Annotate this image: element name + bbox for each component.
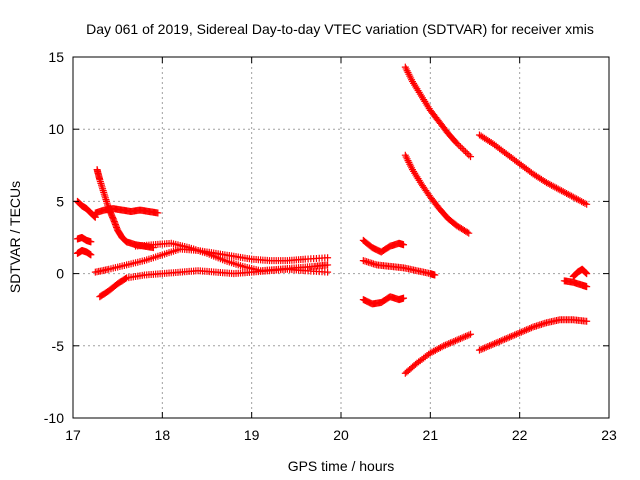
data-point-dense: [451, 337, 459, 345]
data-point-dense: [121, 275, 129, 283]
data-point-dense: [446, 339, 454, 347]
x-tick-label: 17: [65, 427, 81, 443]
data-point-dense: [479, 345, 487, 353]
data-point-dense: [463, 332, 471, 340]
data-point: [87, 238, 95, 246]
y-tick-label: -10: [44, 410, 64, 426]
data-point: [453, 140, 461, 148]
data-point-dense: [460, 333, 468, 341]
data-point: [583, 283, 591, 291]
y-tick-label: 15: [48, 49, 64, 65]
data-point-dense: [463, 228, 471, 236]
data-point-dense: [455, 335, 463, 343]
x-tick-label: 23: [601, 427, 617, 443]
data-point: [400, 294, 408, 302]
y-tick-label: 5: [56, 193, 64, 209]
data-point: [453, 336, 461, 344]
data-point: [431, 271, 439, 279]
data-point: [400, 241, 408, 249]
data-point-dense: [496, 337, 504, 345]
data-point: [324, 268, 332, 276]
data-point-dense: [501, 335, 509, 343]
data-point-dense: [448, 338, 456, 346]
axis-ticks: 17 18 19 20 21 22 23 -10 -5 0 5 10 15: [44, 49, 617, 443]
data-point-dense: [512, 330, 520, 338]
data-point-dense: [456, 143, 464, 151]
data-point-dense: [497, 337, 505, 345]
data-point-dense: [456, 335, 464, 343]
data-point-dense: [484, 343, 492, 351]
data-point-dense: [514, 330, 522, 338]
data-point-dense: [438, 343, 446, 351]
y-tick-label: 10: [48, 121, 64, 137]
data-point-dense: [507, 332, 515, 340]
data-point: [583, 200, 591, 208]
y-axis-label: SDTVAR / TECUs: [7, 181, 23, 293]
data-point-dense: [494, 338, 502, 346]
data-point-dense: [487, 341, 495, 349]
data-point-dense: [581, 199, 589, 207]
data-point-dense: [462, 148, 470, 156]
data-point-dense: [499, 336, 507, 344]
x-tick-label: 18: [155, 427, 171, 443]
data-point-dense: [465, 331, 473, 339]
data-point-dense: [443, 340, 451, 348]
y-tick-label: 0: [56, 266, 64, 282]
data-point-dense: [450, 337, 458, 345]
data-point-dense: [527, 324, 535, 332]
data-point-dense: [441, 341, 449, 349]
data-points: [73, 63, 591, 377]
x-tick-label: 20: [333, 427, 349, 443]
data-point-dense: [491, 340, 499, 348]
x-tick-label: 21: [423, 427, 439, 443]
data-point-dense: [511, 331, 519, 339]
data-point-dense: [519, 327, 527, 335]
data-point-dense: [521, 327, 529, 335]
data-point: [324, 261, 332, 269]
data-point-dense: [504, 334, 512, 342]
data-point-dense: [522, 326, 530, 334]
data-point-dense: [509, 332, 517, 340]
data-point: [154, 209, 162, 217]
data-point: [502, 335, 510, 343]
data-point-dense: [517, 328, 525, 336]
grid-lines: [73, 57, 609, 418]
data-point-dense: [524, 325, 532, 333]
data-point-dense: [458, 145, 466, 153]
data-point-dense: [482, 343, 490, 351]
data-point-dense: [486, 342, 494, 350]
x-axis-label: GPS time / hours: [288, 458, 395, 474]
data-point-dense: [506, 333, 514, 341]
data-point: [475, 346, 483, 354]
data-point-dense: [460, 146, 468, 154]
chart-title: Day 061 of 2019, Sidereal Day-to-day VTE…: [86, 21, 594, 37]
data-point-dense: [455, 141, 463, 149]
data-point: [489, 340, 497, 348]
data-point: [440, 342, 448, 350]
data-point: [465, 229, 473, 237]
data-point: [467, 330, 475, 338]
data-point-dense: [462, 332, 470, 340]
data-point-dense: [480, 344, 488, 352]
data-point-dense: [477, 345, 485, 353]
data-point-dense: [465, 151, 473, 159]
data-point: [87, 251, 95, 259]
data-point: [583, 317, 591, 325]
data-point-dense: [463, 149, 471, 157]
data-point: [516, 329, 524, 337]
data-point: [467, 153, 475, 161]
data-point: [324, 254, 332, 262]
x-tick-label: 22: [512, 427, 528, 443]
data-point-dense: [526, 324, 534, 332]
data-point-dense: [445, 340, 453, 348]
y-tick-label: -5: [52, 338, 65, 354]
data-point-dense: [458, 334, 466, 342]
data-point-dense: [492, 339, 500, 347]
x-tick-label: 19: [244, 427, 260, 443]
data-point: [583, 270, 591, 278]
